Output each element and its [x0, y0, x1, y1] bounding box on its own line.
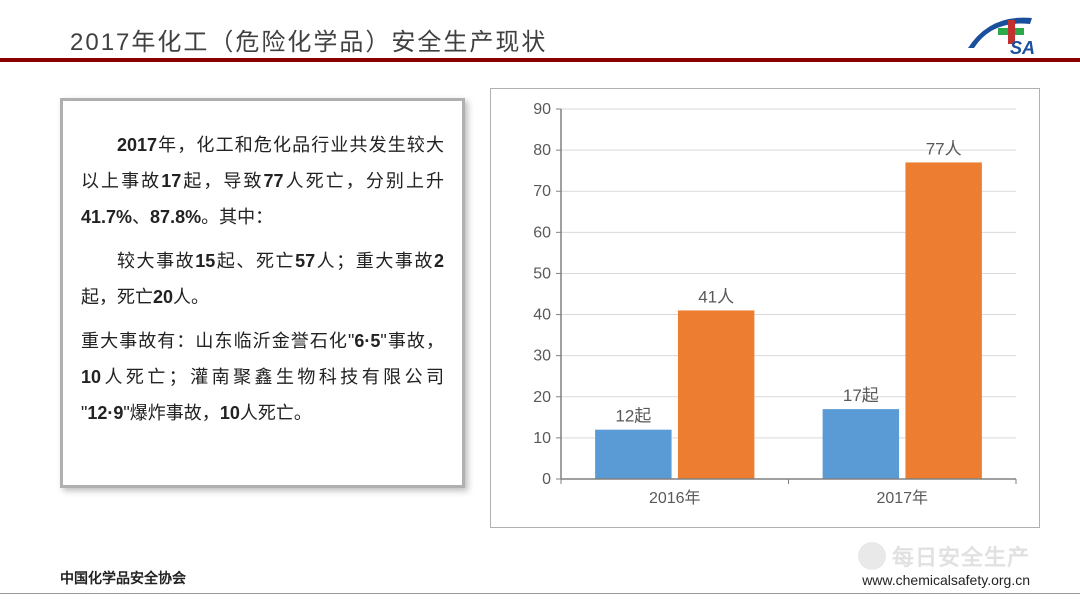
- title-underline: [0, 58, 1080, 62]
- summary-textbox: 2017年，化工和危化品行业共发生较大以上事故17起，导致77人死亡，分别上升4…: [60, 98, 465, 488]
- svg-text:2017年: 2017年: [876, 489, 928, 507]
- svg-text:SA: SA: [1010, 38, 1035, 58]
- footer-divider: [0, 593, 1080, 594]
- footer-association: 中国化学品安全协会: [60, 568, 186, 588]
- bar-chart: 0 10 20 30 40 50 60 70 80 90 12起 41人 2016年 17起 77人 2017…: [490, 88, 1040, 528]
- watermark-text: 每日安全生产: [892, 540, 1030, 572]
- svg-text:60: 60: [533, 224, 551, 241]
- svg-text:80: 80: [533, 142, 551, 159]
- svg-text:2016年: 2016年: [649, 489, 701, 507]
- svg-text:20: 20: [533, 389, 551, 406]
- watermark: 每日安全生产: [858, 540, 1030, 572]
- svg-text:50: 50: [533, 265, 551, 282]
- footer-url: www.chemicalsafety.org.cn: [862, 572, 1030, 588]
- summary-paragraph-3: 重大事故有：山东临沂金誉石化"6·5"事故， 10人死亡；灌南聚鑫生物科技有限公…: [81, 323, 444, 431]
- association-logo: SA: [960, 8, 1050, 58]
- svg-text:41人: 41人: [698, 287, 734, 306]
- svg-text:12起: 12起: [615, 407, 651, 426]
- svg-text:77人: 77人: [926, 139, 962, 158]
- svg-text:40: 40: [533, 307, 551, 324]
- page-title: 2017年化工（危险化学品）安全生产现状: [70, 22, 547, 57]
- svg-text:90: 90: [533, 101, 551, 118]
- svg-text:17起: 17起: [843, 386, 879, 405]
- svg-text:0: 0: [542, 471, 551, 488]
- wechat-icon: [858, 542, 886, 570]
- summary-paragraph-2: 较大事故15起、死亡57人；重大事故2起，死亡20人。: [81, 243, 444, 315]
- svg-text:70: 70: [533, 183, 551, 200]
- svg-text:30: 30: [533, 348, 551, 365]
- summary-paragraph-1: 2017年，化工和危化品行业共发生较大以上事故17起，导致77人死亡，分别上升4…: [81, 127, 444, 235]
- svg-text:10: 10: [533, 430, 551, 447]
